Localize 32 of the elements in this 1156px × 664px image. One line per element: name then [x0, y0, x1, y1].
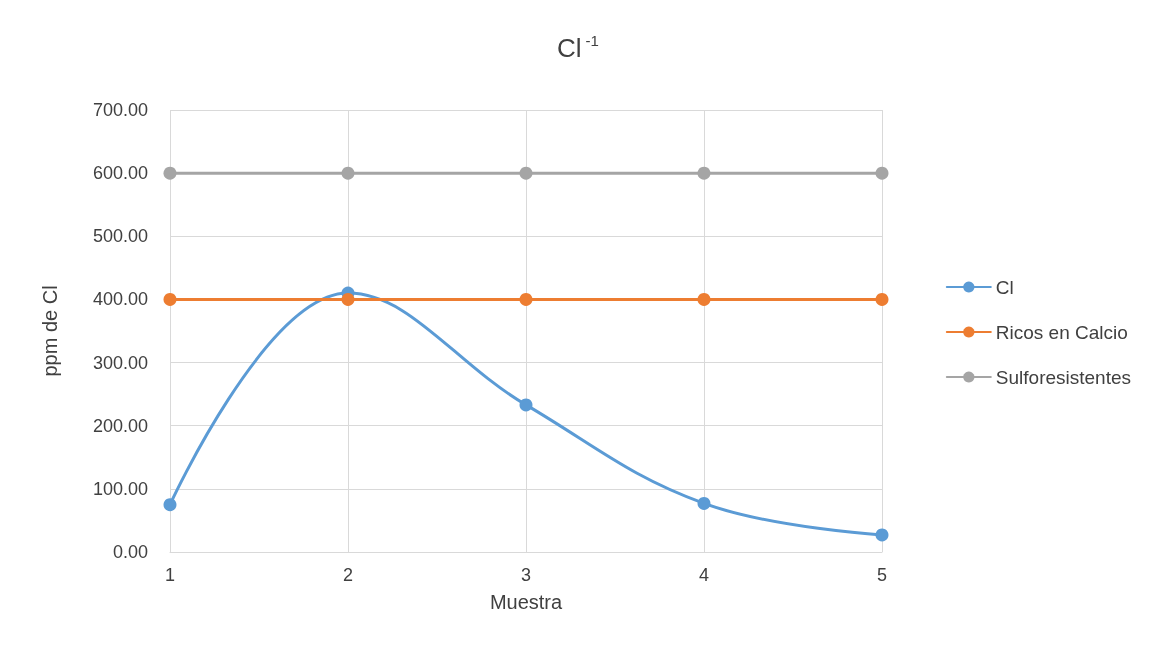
point	[697, 166, 711, 180]
point	[519, 166, 533, 180]
y-tick-label: 400.00	[92, 289, 148, 310]
y-tick-label: 200.00	[92, 415, 148, 436]
point	[519, 292, 533, 306]
y-tick-label: 0.00	[112, 542, 148, 562]
point	[341, 166, 355, 180]
x-tick-label: 3	[520, 565, 532, 585]
x-axis-title: Muestra	[489, 591, 563, 613]
x-tick-label: 2	[342, 565, 354, 585]
point	[163, 498, 177, 512]
y-tick-label: 700.00	[92, 100, 148, 120]
point	[875, 528, 889, 542]
y-tick-label: 300.00	[92, 352, 148, 373]
y-tick-label: 600.00	[92, 163, 148, 184]
x-tick-label: 5	[876, 565, 888, 585]
y-axis-title: ppm de Cl	[39, 285, 61, 377]
point	[875, 292, 889, 306]
y-tick-label: 100.00	[92, 478, 148, 499]
point	[163, 292, 177, 306]
point	[875, 166, 889, 180]
point	[341, 292, 355, 306]
legend-label: Ricos en Calcio	[995, 321, 1128, 343]
point	[697, 292, 711, 306]
point	[163, 166, 177, 180]
y-tick-label: 500.00	[92, 226, 148, 247]
legend-label: Cl	[995, 276, 1014, 298]
point	[697, 496, 711, 510]
x-tick-label: 4	[698, 565, 710, 585]
legend-label: Sulforesistentes	[995, 366, 1132, 388]
point	[519, 398, 533, 412]
x-tick-label: 1	[164, 565, 176, 585]
